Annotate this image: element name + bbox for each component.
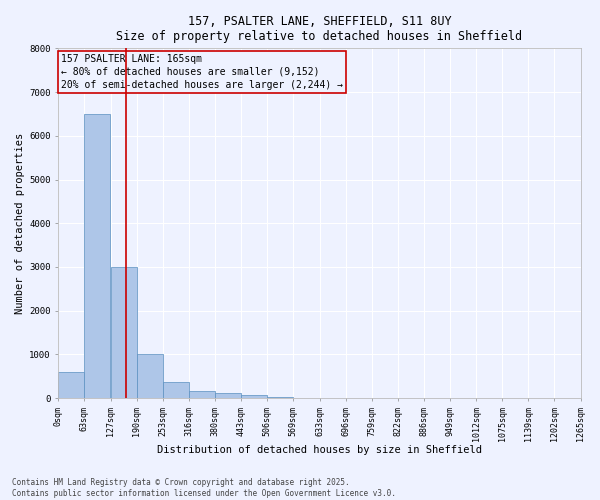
Bar (85, 114, 110, 398)
Bar (111, 267, 137, 398)
Bar (215, 392, 241, 398)
Bar (137, 354, 163, 398)
Text: 157 PSALTER LANE: 165sqm
← 80% of detached houses are smaller (9,152)
20% of sem: 157 PSALTER LANE: 165sqm ← 80% of detach… (61, 54, 343, 90)
Y-axis label: Number of detached properties: Number of detached properties (15, 132, 25, 314)
X-axis label: Distribution of detached houses by size in Sheffield: Distribution of detached houses by size … (157, 445, 482, 455)
Bar (58, 372, 85, 398)
Bar (189, 391, 215, 398)
Bar (163, 382, 189, 398)
Title: 157, PSALTER LANE, SHEFFIELD, S11 8UY
Size of property relative to detached hous: 157, PSALTER LANE, SHEFFIELD, S11 8UY Si… (116, 15, 523, 43)
Bar (241, 394, 267, 398)
Text: Contains HM Land Registry data © Crown copyright and database right 2025.
Contai: Contains HM Land Registry data © Crown c… (12, 478, 396, 498)
